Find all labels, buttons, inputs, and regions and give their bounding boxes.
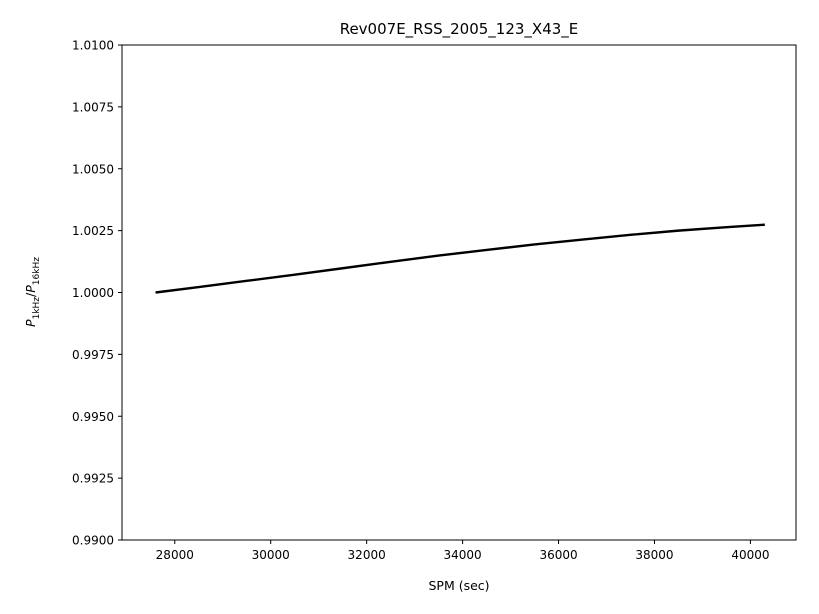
x-tick-label: 38000 <box>635 548 673 562</box>
chart-title: Rev007E_RSS_2005_123_X43_E <box>340 20 579 39</box>
y-axis-label-slash: / <box>23 292 38 297</box>
x-axis: 28000 30000 32000 34000 36000 38000 40000 <box>156 540 770 562</box>
x-tick-label: 32000 <box>348 548 386 562</box>
y-tick-label: 1.0050 <box>72 162 114 176</box>
x-tick-label: 28000 <box>156 548 194 562</box>
y-tick-label: 1.0100 <box>72 39 114 53</box>
x-tick-label: 40000 <box>731 548 769 562</box>
series-line <box>155 223 765 294</box>
x-tick-label: 36000 <box>539 548 577 562</box>
y-tick-label: 0.9950 <box>72 410 114 424</box>
y-axis-label-num-sub: 1kHz <box>32 297 42 320</box>
y-tick-label: 1.0000 <box>72 286 114 300</box>
x-tick-label: 34000 <box>444 548 482 562</box>
y-axis-label-base-2: P <box>23 285 38 293</box>
y-axis-label-base: P <box>23 319 38 327</box>
y-tick-label: 1.0075 <box>72 100 114 114</box>
y-axis-label-den-sub: 16kHz <box>32 257 42 285</box>
y-tick-label: 0.9900 <box>72 534 114 548</box>
y-tick-label: 0.9975 <box>72 348 114 362</box>
x-tick-label: 30000 <box>252 548 290 562</box>
y-axis: 0.9900 0.9925 0.9950 0.9975 1.0000 1.0025 1.00… <box>72 39 122 548</box>
y-axis-label: P1kHz/P16kHz <box>23 257 42 327</box>
x-axis-label: SPM (sec) <box>428 578 489 593</box>
y-tick-label: 0.9925 <box>72 472 114 486</box>
series-layer <box>155 223 765 294</box>
y-tick-label: 1.0025 <box>72 224 114 238</box>
plot-area <box>122 45 796 540</box>
